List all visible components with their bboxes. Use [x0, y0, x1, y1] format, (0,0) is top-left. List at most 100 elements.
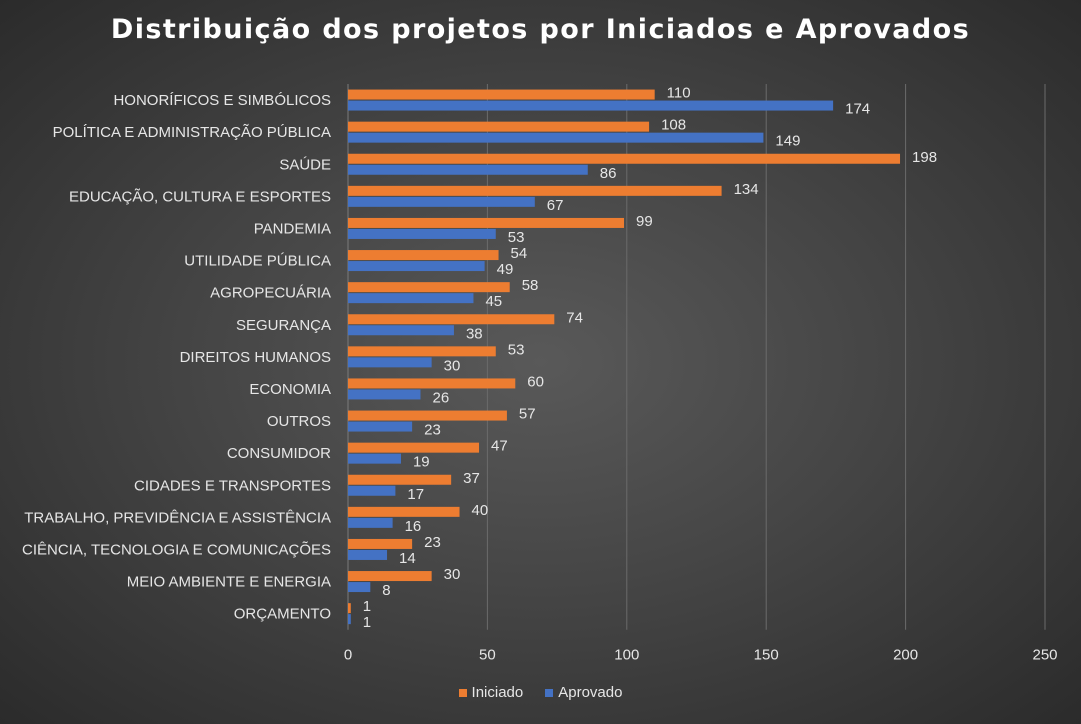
- data-label-aprovado: 86: [600, 165, 617, 182]
- legend: Iniciado Aprovado: [0, 684, 1081, 701]
- data-label-iniciado: 110: [667, 85, 691, 102]
- data-label-aprovado: 19: [413, 454, 430, 471]
- data-label-iniciado: 99: [636, 213, 653, 230]
- category-label: SAÚDE: [279, 156, 331, 173]
- legend-item-aprovado: Aprovado: [545, 684, 622, 701]
- data-label-iniciado: 54: [511, 245, 528, 262]
- data-label-aprovado: 17: [407, 486, 424, 503]
- legend-swatch-aprovado: [545, 688, 554, 697]
- bar-aprovado: [348, 261, 485, 272]
- bar-aprovado: [348, 228, 496, 239]
- bar-iniciado: [348, 506, 460, 517]
- x-tick-label: 100: [614, 647, 639, 664]
- bar-iniciado: [348, 185, 722, 196]
- bar-iniciado: [348, 442, 480, 453]
- category-label: POLÍTICA E ADMINISTRAÇÃO PÚBLICA: [53, 124, 331, 141]
- bar-aprovado: [348, 293, 474, 304]
- data-label-aprovado: 149: [775, 133, 800, 150]
- x-tick-label: 50: [479, 647, 496, 664]
- data-label-iniciado: 198: [912, 149, 937, 166]
- bar-aprovado: [348, 549, 388, 560]
- data-label-iniciado: 60: [527, 373, 544, 390]
- data-label-iniciado: 47: [491, 438, 508, 455]
- data-label-aprovado: 30: [444, 357, 461, 374]
- data-label-iniciado: 40: [472, 502, 489, 519]
- bar-aprovado: [348, 485, 396, 496]
- data-label-aprovado: 49: [497, 261, 514, 278]
- bar-aprovado: [348, 132, 764, 143]
- bar-aprovado: [348, 517, 393, 528]
- x-tick-label: 150: [754, 647, 779, 664]
- bar-aprovado: [348, 357, 432, 368]
- data-label-aprovado: 16: [405, 518, 422, 535]
- category-label: CIÊNCIA, TECNOLOGIA E COMUNICAÇÕES: [22, 541, 331, 558]
- bar-aprovado: [348, 196, 535, 207]
- data-label-aprovado: 26: [432, 389, 449, 406]
- bar-iniciado: [348, 346, 496, 357]
- data-label-aprovado: 38: [466, 325, 483, 342]
- bar-aprovado: [348, 325, 454, 336]
- bar-iniciado: [348, 603, 351, 614]
- bar-aprovado: [348, 164, 588, 175]
- category-label: OUTROS: [267, 413, 331, 430]
- x-tick-label: 200: [893, 647, 918, 664]
- data-label-aprovado: 23: [424, 422, 441, 439]
- category-label: DIREITOS HUMANOS: [180, 349, 331, 366]
- data-label-iniciado: 23: [424, 534, 441, 551]
- legend-item-iniciado: Iniciado: [458, 684, 524, 701]
- bar-iniciado: [348, 250, 499, 261]
- bar-aprovado: [348, 582, 371, 593]
- bar-iniciado: [348, 121, 650, 132]
- data-label-iniciado: 74: [566, 309, 583, 326]
- chart-title: Distribuição dos projetos por Iniciados …: [110, 14, 971, 45]
- data-label-iniciado: 37: [463, 470, 480, 487]
- category-label: ORÇAMENTO: [234, 606, 331, 623]
- data-label-iniciado: 30: [444, 566, 461, 583]
- bar-iniciado: [348, 314, 555, 325]
- x-tick-label: 0: [344, 647, 352, 664]
- data-label-iniciado: 134: [734, 181, 759, 198]
- category-label: CONSUMIDOR: [227, 445, 331, 462]
- data-label-aprovado: 8: [382, 582, 390, 599]
- category-label: PANDEMIA: [254, 220, 331, 237]
- data-label-aprovado: 174: [845, 101, 870, 118]
- data-label-aprovado: 1: [363, 614, 371, 631]
- bar-iniciado: [348, 282, 510, 293]
- category-label: TRABALHO, PREVIDÊNCIA E ASSISTÊNCIA: [24, 509, 331, 526]
- bar-iniciado: [348, 474, 452, 485]
- data-label-iniciado: 57: [519, 406, 536, 423]
- bar-iniciado: [348, 410, 507, 421]
- category-label: SEGURANÇA: [236, 317, 331, 334]
- bar-aprovado: [348, 421, 413, 432]
- data-label-iniciado: 1: [363, 598, 371, 615]
- bar-aprovado: [348, 100, 834, 111]
- data-label-iniciado: 58: [522, 277, 539, 294]
- category-label: ECONOMIA: [249, 381, 331, 398]
- legend-swatch-iniciado: [458, 688, 467, 697]
- data-label-aprovado: 53: [508, 229, 525, 246]
- category-label: UTILIDADE PÚBLICA: [184, 253, 331, 270]
- category-label: EDUCAÇÃO, CULTURA E ESPORTES: [69, 188, 331, 205]
- data-label-aprovado: 14: [399, 550, 416, 567]
- bar-iniciado: [348, 538, 413, 549]
- bar-aprovado: [348, 453, 401, 464]
- bar-iniciado: [348, 89, 655, 100]
- bar-aprovado: [348, 614, 351, 625]
- bar-iniciado: [348, 378, 516, 389]
- bar-iniciado: [348, 217, 625, 228]
- legend-label-iniciado: Iniciado: [471, 684, 524, 701]
- data-label-aprovado: 45: [485, 293, 502, 310]
- data-label-aprovado: 67: [547, 197, 564, 214]
- category-label: CIDADES E TRANSPORTES: [134, 477, 331, 494]
- category-label: MEIO AMBIENTE E ENERGIA: [127, 574, 331, 591]
- legend-label-aprovado: Aprovado: [558, 684, 623, 701]
- category-label: HONORÍFICOS E SIMBÓLICOS: [113, 92, 331, 109]
- bar-iniciado: [348, 571, 432, 582]
- category-label: AGROPECUÁRIA: [210, 285, 331, 302]
- data-label-iniciado: 108: [661, 117, 686, 134]
- bar-aprovado: [348, 389, 421, 400]
- x-tick-label: 250: [1032, 647, 1057, 664]
- bar-iniciado: [348, 153, 901, 164]
